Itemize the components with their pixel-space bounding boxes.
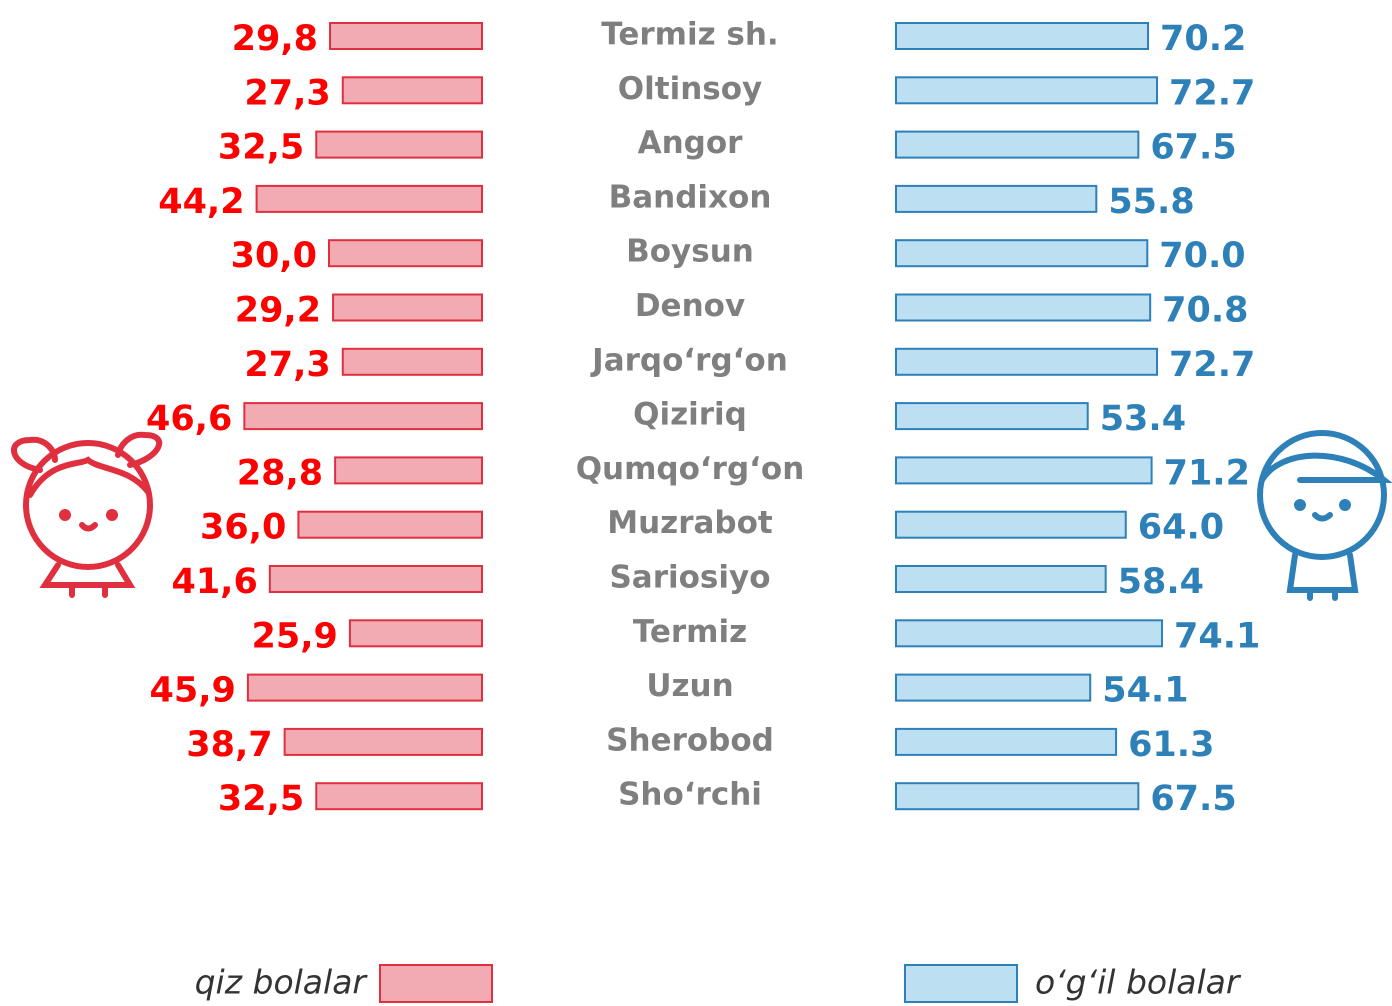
category-label: Termiz	[633, 614, 747, 650]
bar	[330, 23, 482, 49]
bar	[896, 620, 1162, 646]
value-label: 53.4	[1100, 399, 1186, 439]
value-label: 64.0	[1138, 508, 1224, 548]
bar	[244, 403, 482, 429]
bar	[316, 132, 482, 158]
category-label: Sariosiyo	[609, 560, 770, 596]
bar	[896, 132, 1138, 158]
bar	[343, 349, 482, 375]
bar	[329, 240, 482, 266]
value-label: 27,3	[244, 73, 330, 113]
bar	[350, 620, 482, 646]
category-label: Termiz sh.	[601, 17, 778, 53]
value-label: 67.5	[1150, 779, 1236, 819]
category-label: Denov	[635, 288, 745, 324]
value-label: 70.8	[1162, 291, 1248, 331]
value-label: 32,5	[218, 128, 304, 168]
bar	[896, 186, 1096, 212]
value-label: 25,9	[252, 616, 338, 656]
bar	[316, 783, 482, 809]
value-label: 67.5	[1150, 128, 1236, 168]
value-label: 58.4	[1118, 562, 1204, 602]
value-label: 27,3	[244, 345, 330, 385]
value-label: 61.3	[1128, 725, 1214, 765]
legend-label: o‘g‘il bolalar	[1035, 963, 1242, 1002]
bar	[896, 23, 1148, 49]
legend-swatch	[380, 965, 492, 1002]
bar	[896, 240, 1147, 266]
value-label: 30,0	[231, 236, 317, 276]
bar	[896, 403, 1088, 429]
boy-icon	[1260, 433, 1384, 598]
bar	[270, 566, 482, 592]
category-label: Boysun	[626, 234, 754, 270]
value-label: 70.0	[1159, 236, 1245, 276]
category-label: Qiziriq	[633, 397, 747, 433]
category-label: Sho‘rchi	[618, 777, 762, 813]
value-label: 32,5	[218, 779, 304, 819]
value-label: 45,9	[150, 671, 236, 711]
bar	[896, 729, 1116, 755]
category-label: Angor	[638, 125, 744, 161]
category-label: Oltinsoy	[618, 71, 762, 107]
bar	[896, 457, 1152, 483]
bar	[896, 566, 1106, 592]
category-label: Qumqo‘rg‘on	[576, 451, 805, 487]
bar	[896, 77, 1157, 103]
value-label: 44,2	[158, 182, 244, 222]
value-label: 29,2	[235, 291, 321, 331]
value-label: 74.1	[1174, 616, 1260, 656]
bar	[333, 295, 482, 321]
value-label: 36,0	[200, 508, 286, 548]
value-label: 70.2	[1160, 19, 1246, 59]
bar	[285, 729, 482, 755]
value-label: 55.8	[1108, 182, 1194, 222]
category-label: Bandixon	[609, 179, 772, 215]
category-label: Muzrabot	[607, 505, 773, 541]
value-label: 28,8	[237, 453, 323, 493]
bar	[335, 457, 482, 483]
bar	[896, 295, 1150, 321]
chart: Termiz sh. 29,8 70.2 Oltinsoy 27,3 72.7 Angor 3…	[0, 0, 1392, 1006]
bar	[896, 349, 1157, 375]
bar	[896, 783, 1138, 809]
value-label: 41,6	[171, 562, 257, 602]
value-label: 72.7	[1169, 73, 1255, 113]
bar	[896, 512, 1126, 538]
category-label: Sherobod	[606, 722, 774, 758]
value-label: 29,8	[232, 19, 318, 59]
value-label: 71.2	[1164, 453, 1250, 493]
bar	[298, 512, 482, 538]
bar	[343, 77, 482, 103]
bar	[248, 675, 482, 701]
category-label: Jarqo‘rg‘on	[590, 342, 788, 378]
value-label: 46,6	[146, 399, 232, 439]
legend-label: qiz bolalar	[195, 963, 369, 1002]
legend-swatch	[905, 965, 1017, 1002]
bar	[896, 675, 1090, 701]
bar	[257, 186, 482, 212]
value-label: 54.1	[1102, 671, 1188, 711]
girl-icon	[14, 435, 159, 595]
category-label: Uzun	[646, 668, 733, 704]
value-label: 72.7	[1169, 345, 1255, 385]
value-label: 38,7	[186, 725, 272, 765]
